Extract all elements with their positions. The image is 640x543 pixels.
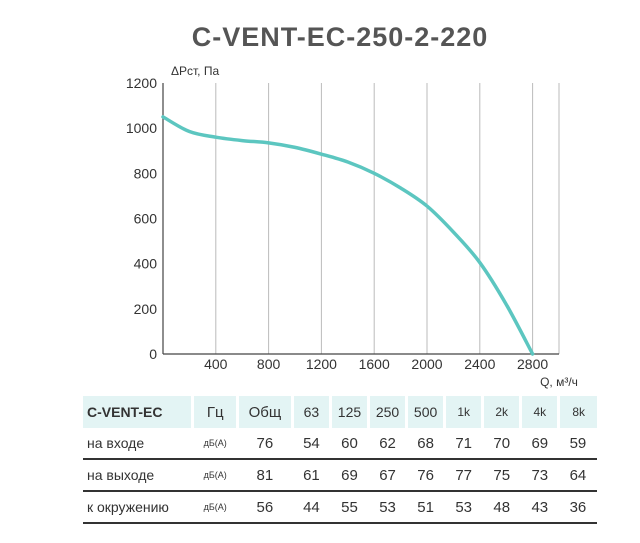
y-tick-label: 1200 [126,75,157,91]
y-tick-label: 600 [134,211,158,227]
table-cell: 69 [531,434,549,452]
x-tick-label: 400 [204,356,228,372]
y-axis-label: ΔРст, Па [171,64,219,78]
table-cell: 53 [379,498,396,516]
table-cell: 68 [417,434,434,452]
x-tick-label: 2400 [464,356,495,372]
header-hz: Гц [191,396,238,428]
header-band: 63 [290,396,331,428]
series-group [161,115,535,356]
table-cell: 71 [455,434,472,452]
table-cell: 53 [455,498,472,516]
row-total: 81 [256,466,274,484]
row-unit: дБ(А) [203,438,227,448]
x-tick-label: 800 [257,356,281,372]
grid-lines [215,83,560,354]
table-row: на выходе дБ(А) 81 61 69 67 76 77 75 73 … [83,459,597,491]
row-total: 56 [256,498,274,516]
table-cell: 69 [341,466,358,484]
table-cell: 36 [569,498,587,516]
header-band: 500 [405,396,445,428]
table-cell: 67 [379,466,396,484]
y-tick-labels: 0 200 400 600 800 1000 1200 [126,75,157,362]
y-tick-label: 0 [149,346,157,362]
table-cell: 75 [493,466,511,484]
table-row: к окружению дБ(А) 56 44 55 53 51 53 48 4… [83,491,597,523]
x-tick-label: 1600 [359,356,390,372]
row-label: к окружению [87,499,169,515]
table-cell: 61 [303,466,320,484]
y-tick-label: 1000 [126,120,157,136]
header-band: 8k [557,396,597,428]
table-cell: 44 [303,498,320,516]
x-tick-label: 2800 [517,356,548,372]
table-cell: 64 [569,466,587,484]
chart-title: C-VENT-EC-250-2-220 [191,22,489,52]
table-cell: 55 [341,498,358,516]
x-tick-labels: 400 800 1200 1600 2000 2400 2800 [204,356,548,372]
row-total: 76 [256,434,274,452]
fan-curve-chart: 0 200 400 600 800 1000 1200 400 800 1200 1600 2000… [126,64,578,389]
row-unit: дБ(А) [203,470,227,480]
x-tick-label: 1200 [306,356,337,372]
row-unit: дБ(А) [203,502,227,512]
table-cell: 51 [417,498,434,516]
header-band: 125 [328,396,369,428]
y-tick-label: 400 [134,256,158,272]
table-cell: 43 [531,498,549,516]
chart-axes [162,83,559,355]
header-band: 250 [366,396,407,428]
table-cell: 54 [303,434,320,452]
y-tick-label: 800 [134,165,158,181]
header-band: 4k [519,396,559,428]
table-header-row: C-VENT-EC Гц Общ 63 125 250 500 1k 2k 4k… [83,396,597,428]
x-tick-label: 2000 [411,356,442,372]
table-cell: 73 [531,466,549,484]
header-total: Общ [235,396,293,428]
table-cell: 62 [379,434,396,452]
noise-table: C-VENT-EC Гц Общ 63 125 250 500 1k 2k 4k… [83,396,597,524]
table-cell: 76 [417,466,434,484]
table-cell: 59 [569,434,587,452]
row-label: на выходе [87,467,155,483]
header-band: 1k [443,396,483,428]
table-cell: 70 [493,434,511,452]
table-cell: 77 [455,466,472,484]
x-axis-label: Q, м³/ч [540,375,578,389]
row-label: на входе [87,435,145,451]
table-row: на входе дБ(А) 76 54 60 62 68 71 70 69 5… [83,428,597,459]
header-band: 2k [481,396,521,428]
series-line [161,115,535,356]
header-model: C-VENT-EC [83,396,193,428]
table-cell: 60 [341,434,358,452]
y-tick-label: 200 [134,301,158,317]
table-cell: 48 [493,498,511,516]
